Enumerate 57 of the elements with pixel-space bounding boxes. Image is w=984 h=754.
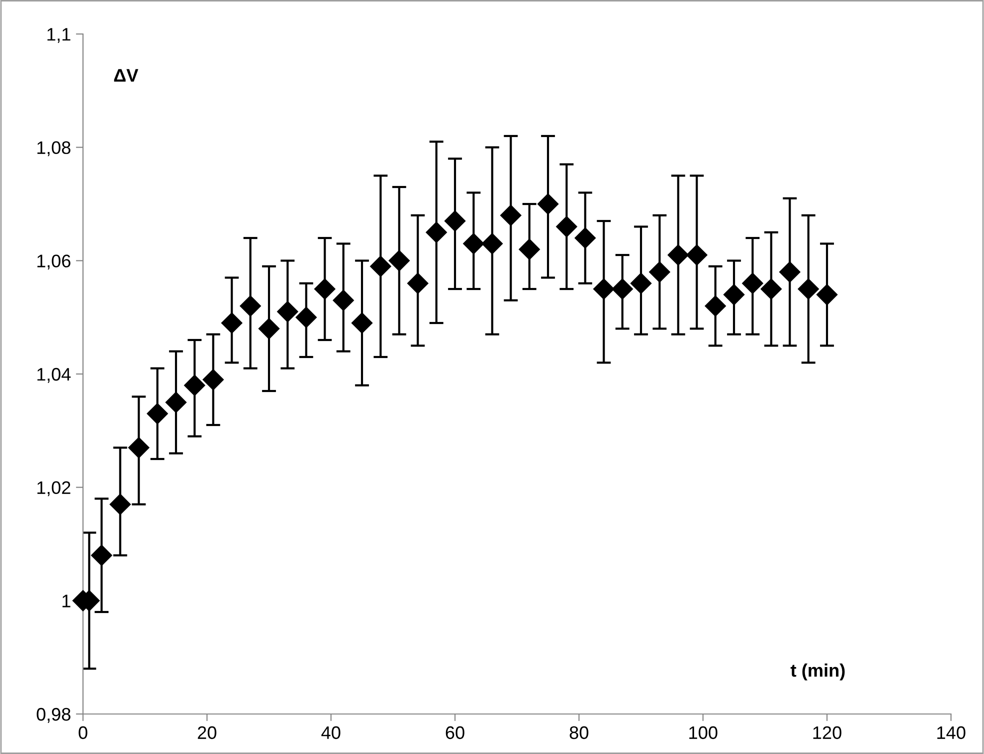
y-tick-label: 1,04 [37,368,71,383]
point [332,290,354,311]
point [686,244,708,266]
point [128,437,150,458]
point [704,295,726,317]
point [370,256,392,277]
x-axis-title: t (min) [790,664,845,680]
point [110,494,131,515]
x-tick-label: 120 [813,726,842,740]
point [668,244,689,266]
x-tick-label: 80 [570,726,588,740]
point [351,312,373,334]
point [184,374,206,396]
point [240,295,261,317]
point [388,250,410,272]
point [221,312,242,334]
x-tick-label: 140 [937,726,966,740]
point [574,227,596,249]
x-tick-label: 0 [78,726,88,740]
point [612,278,633,300]
point [723,284,745,306]
point [500,204,522,226]
point [277,301,298,322]
point [314,278,336,300]
point [593,278,614,300]
y-axis-title: ΔV [114,69,138,82]
x-tick-label: 20 [198,726,216,740]
point [649,261,670,283]
y-tick-label: 1 [62,594,70,608]
point [258,318,280,340]
point [463,233,484,254]
point [556,216,578,238]
point [742,272,764,294]
point [816,284,838,306]
point [91,544,112,566]
point [202,369,224,390]
y-tick-label: 1,02 [37,481,70,496]
point [779,261,800,283]
point [444,210,466,232]
point [537,193,559,215]
point [798,278,819,300]
point [760,278,782,300]
x-tick-label: 40 [321,726,340,740]
x-tick-label: 60 [446,726,464,740]
point [518,238,540,260]
y-tick-label: 0,98 [36,708,70,723]
y-tick-label: 1,08 [37,141,70,156]
point [426,222,447,243]
y-tick-label: 1,1 [47,28,70,43]
point [165,392,187,413]
point [146,403,168,424]
y-tick-label: 1,06 [37,254,70,270]
point [482,233,503,254]
point [630,272,652,294]
point [296,306,317,328]
point [407,272,428,294]
x-tick-label: 100 [689,726,718,740]
